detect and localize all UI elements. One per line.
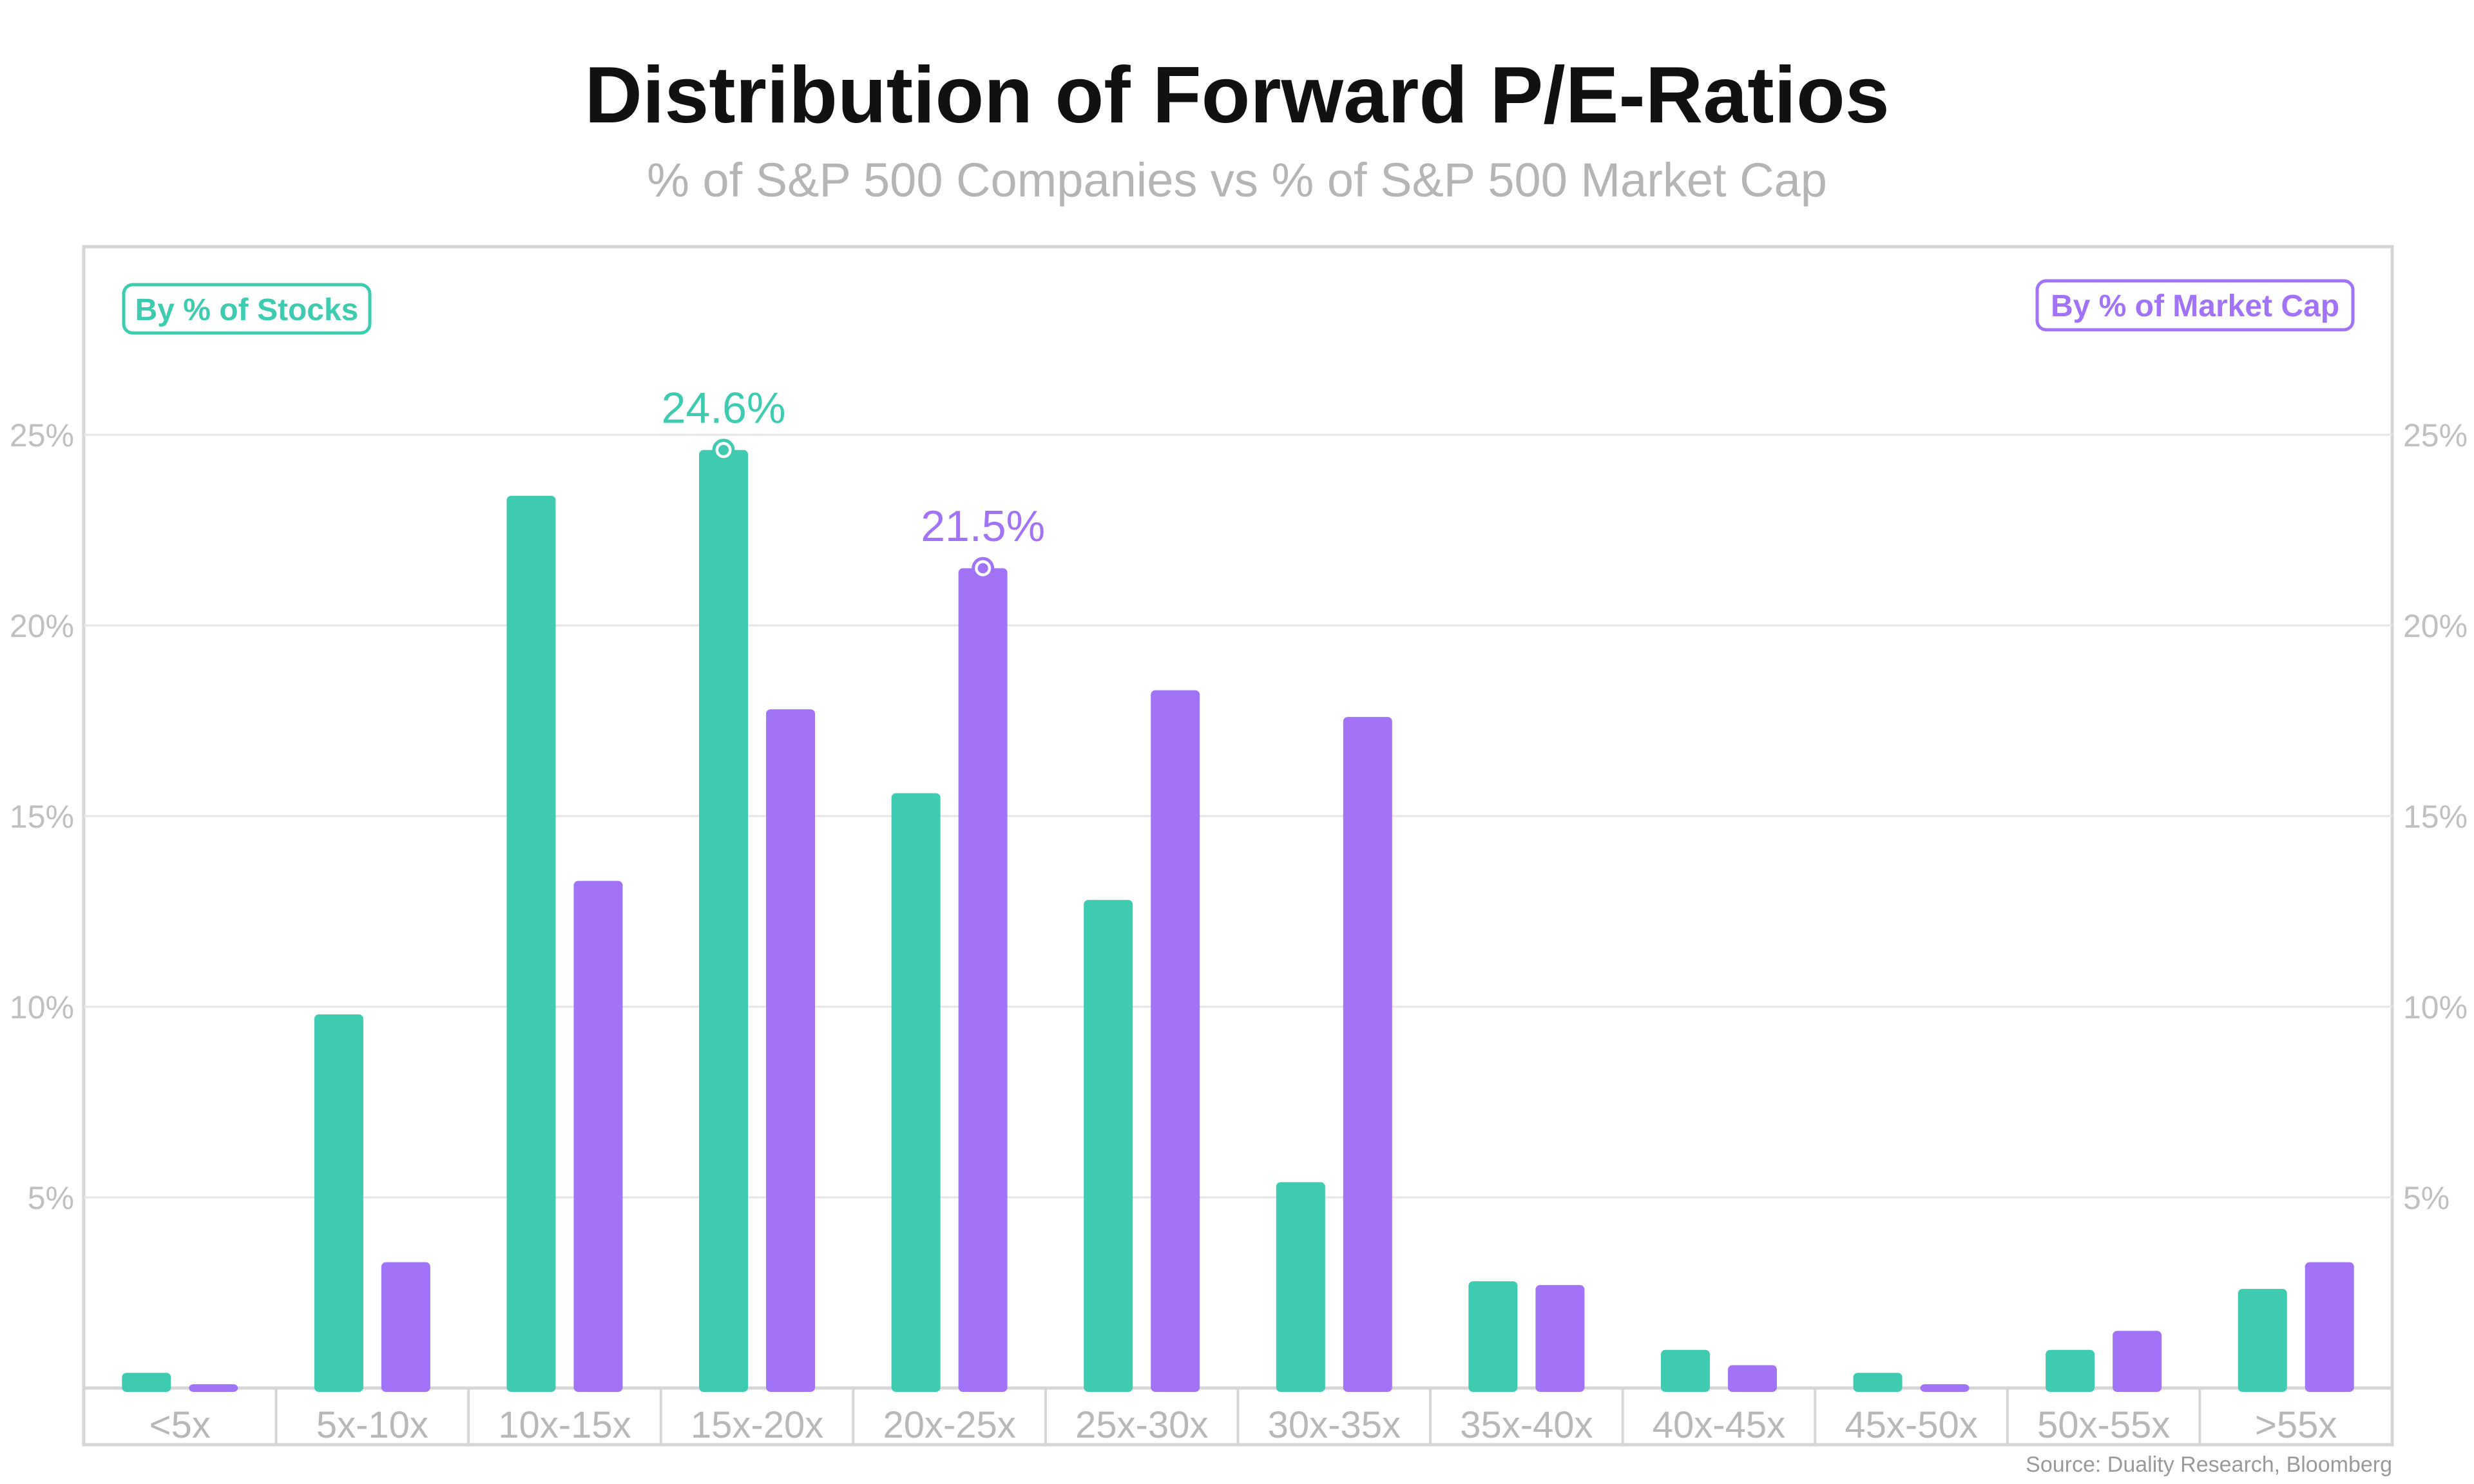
x-category-label: 10x-15x [498,1404,631,1446]
x-category-label: 5x-10x [316,1404,428,1446]
annotation-label: 21.5% [921,502,1045,551]
y-axis-right: 5% 10% 15% 20% 25% [2403,417,2468,1216]
bar-stocks [1084,900,1133,1392]
chart-subtitle: % of S&P 500 Companies vs % of S&P 500 M… [647,153,1827,207]
legend-market-cap-box [2035,279,2355,332]
x-category-label: 45x-50x [1845,1404,1977,1446]
legend-stocks-label: By % of Stocks [135,293,359,327]
legend-stocks-box [122,283,372,335]
bar-market-cap [766,709,816,1392]
y-tick-label-right: 25% [2403,417,2468,453]
y-tick-label-left: 15% [10,799,74,835]
gridlines [84,433,2392,1445]
x-category-label: 20x-25x [883,1404,1015,1446]
x-category-label: 40x-45x [1653,1404,1785,1446]
x-category-label: 35x-40x [1460,1404,1593,1446]
legend-stocks: By % of Stocks [122,283,372,335]
annotation-marker-core [977,563,988,574]
legend-market-cap-label: By % of Market Cap [2051,289,2339,323]
y-tick-label-left: 5% [28,1180,74,1216]
y-tick-label-left: 10% [10,989,74,1025]
bar-market-cap [2305,1262,2354,1392]
bar-market-cap [2113,1331,2162,1392]
bar-market-cap [1535,1285,1585,1392]
annotation-label: 24.6% [662,384,786,433]
bar-stocks [891,793,941,1392]
bar-stocks [2238,1289,2287,1392]
x-category-label: 25x-30x [1075,1404,1208,1446]
legend-market-cap: By % of Market Cap [2035,279,2355,332]
plot-frame [82,245,2394,1447]
x-category-label: >55x [2255,1404,2337,1446]
bar-market-cap [573,880,623,1392]
bar-market-cap [381,1262,430,1392]
y-tick-label-right: 5% [2403,1180,2450,1216]
bar-stocks [506,495,556,1392]
x-category-label: 30x-35x [1268,1404,1401,1446]
bar-stocks [1468,1281,1518,1392]
x-axis-categories: <5x 5x-10x 10x-15x 15x-20x 20x-25x 25x-30x 30x… [149,1404,2337,1446]
x-category-label: 50x-55x [2037,1404,2170,1446]
bars [122,450,2354,1393]
annotation-marker-core [718,444,729,455]
bar-stocks [314,1014,363,1392]
bar-market-cap [1343,717,1392,1392]
bar-stocks [699,450,749,1393]
chart-title: Distribution of Forward P/E-Ratios [584,51,1889,140]
bar-market-cap [189,1384,238,1392]
bar-stocks [122,1373,171,1392]
bar-market-cap [1727,1365,1777,1392]
y-tick-label-right: 15% [2403,799,2468,835]
source-note: Source: Duality Research, Bloomberg [2026,1452,2392,1477]
y-axis-left: 5% 10% 15% 20% 25% [10,417,74,1216]
y-tick-label-left: 25% [10,417,74,453]
y-tick-label-right: 20% [2403,608,2468,644]
x-category-label: 15x-20x [691,1404,823,1446]
bar-market-cap [958,568,1008,1393]
bar-stocks [1276,1182,1325,1392]
y-tick-label-left: 20% [10,608,74,644]
bar-stocks [1660,1349,1710,1392]
annotations: 24.6% 21.5% [662,384,1045,580]
bar-market-cap [1920,1384,1970,1392]
bar-stocks [2046,1349,2095,1392]
bar-stocks [1853,1373,1903,1392]
y-tick-label-right: 10% [2403,989,2468,1025]
x-category-label: <5x [149,1404,211,1446]
bar-market-cap [1151,690,1200,1392]
